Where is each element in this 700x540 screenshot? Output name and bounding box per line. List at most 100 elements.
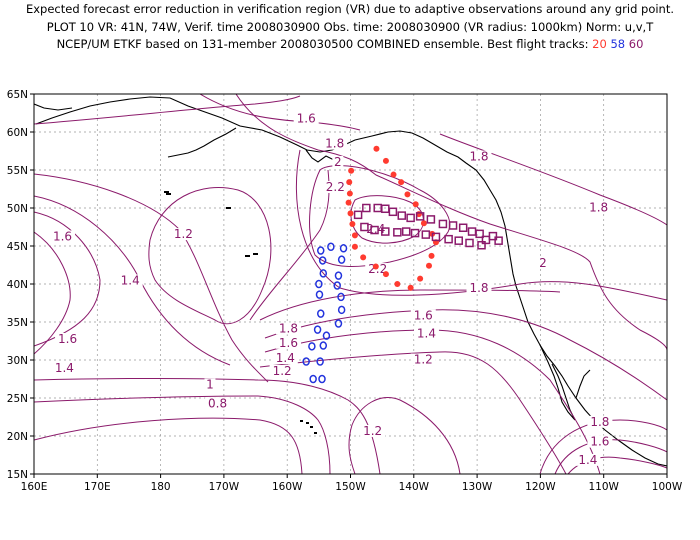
- track-a-point: [382, 271, 389, 278]
- island: [164, 191, 169, 193]
- contour-0-8: [34, 395, 331, 474]
- contour-label-bg: [322, 181, 348, 193]
- contour-label-bg: [170, 228, 196, 241]
- map-title-line-1: Expected forecast error reduction in ver…: [25, 2, 675, 16]
- contour-label: 1.8: [590, 415, 609, 429]
- hawaii-island: [314, 432, 317, 434]
- track-b-point: [319, 341, 328, 350]
- contour-label-bg: [275, 322, 301, 335]
- contour-label: 1.8: [279, 321, 298, 335]
- track-c-point: [421, 230, 431, 239]
- contour-label-bg: [51, 361, 77, 374]
- contour-label-bg: [117, 274, 143, 287]
- track-b-point: [334, 319, 343, 328]
- track-b-point: [313, 325, 322, 334]
- track-c-point: [410, 228, 420, 238]
- track-b-label: 58: [610, 37, 626, 51]
- track-c-point: [494, 236, 503, 245]
- hawaii-island: [300, 420, 303, 422]
- contour-label-bg: [332, 155, 344, 168]
- island: [253, 253, 258, 255]
- track-c-point: [353, 210, 363, 220]
- track-c-point: [393, 228, 402, 237]
- track-c-point: [370, 225, 379, 235]
- island: [166, 193, 171, 195]
- island: [245, 255, 250, 257]
- y-tick-label: 45N: [7, 241, 28, 253]
- contour-label: 1.4: [55, 361, 74, 375]
- contour-label: 1.8: [469, 150, 488, 164]
- track-a-point: [428, 252, 435, 259]
- track-c-point: [388, 207, 398, 217]
- track-b-point: [309, 374, 317, 384]
- contour-label-bg: [586, 201, 612, 214]
- track-b-point: [337, 305, 346, 315]
- track-a-point: [412, 201, 419, 208]
- contour-label-bg: [466, 282, 492, 295]
- contour-label: 1.6: [590, 435, 609, 449]
- track-c-point: [406, 213, 415, 223]
- y-tick-label: 20N: [7, 431, 28, 443]
- track-c-point: [362, 203, 371, 213]
- track-b-point: [334, 271, 343, 280]
- track-c-point: [458, 223, 468, 233]
- contour-1-2-southeast: [348, 397, 461, 474]
- y-tick-label: 55N: [7, 165, 28, 177]
- track-c-point: [438, 219, 448, 229]
- baja-coast: [539, 344, 576, 421]
- map-title-line-3-text: NCEP/UM ETKF based on 131-member 2008030…: [56, 37, 593, 51]
- y-tick-label: 15N: [7, 469, 28, 481]
- contour-label: 1.4: [276, 351, 295, 365]
- x-tick-label: 150W: [335, 481, 366, 493]
- contour-label: 1.8: [469, 281, 488, 295]
- track-c-point: [454, 236, 463, 245]
- track-c-point: [448, 221, 458, 230]
- track-b-point: [318, 256, 327, 265]
- x-tick-label: 170E: [84, 481, 111, 493]
- track-c-point: [477, 240, 486, 250]
- contour-lines: [34, 94, 667, 474]
- track-a-point: [351, 232, 358, 239]
- track-c-label: 60: [628, 37, 644, 51]
- islands: [164, 191, 317, 434]
- track-b-point: [315, 290, 324, 299]
- contour-label: 1.6: [297, 112, 316, 126]
- contour-label: 2.2: [326, 180, 345, 194]
- track-a-point: [398, 179, 405, 186]
- contour-label-bg: [49, 230, 75, 243]
- track-a-label: 20: [592, 37, 607, 51]
- y-tick-label: 40N: [7, 279, 28, 291]
- island: [226, 207, 231, 209]
- track-c-point: [467, 227, 477, 236]
- track-a-point: [404, 191, 411, 198]
- y-tick-label: 65N: [7, 89, 28, 101]
- x-tick-label: 130W: [462, 481, 493, 493]
- track-a-point: [360, 254, 367, 261]
- track-b-point: [337, 255, 346, 264]
- track-a-point: [372, 263, 379, 270]
- contour-label-bg: [269, 364, 295, 377]
- contour-1-8-east: [439, 133, 667, 226]
- track-a-point: [373, 145, 380, 152]
- track-c-point: [475, 229, 484, 239]
- contour-label: 1.4: [417, 327, 436, 341]
- contour-label: 1.6: [414, 308, 433, 322]
- flight-track-markers: [302, 145, 503, 384]
- x-tick-label: 100W: [652, 481, 683, 493]
- contour-label: 1.2: [363, 424, 382, 438]
- track-a-point: [382, 157, 389, 164]
- contour-label: 0.8: [208, 397, 227, 411]
- track-c-point: [465, 238, 474, 248]
- track-a-point: [348, 167, 355, 174]
- y-tick-label: 50N: [7, 203, 28, 215]
- track-c-point: [381, 204, 390, 214]
- track-b-point: [316, 246, 325, 255]
- track-a-point: [349, 220, 356, 227]
- x-tick-label: 110W: [588, 481, 619, 493]
- contour-label: 1.8: [589, 201, 608, 215]
- track-b-point: [316, 309, 325, 318]
- track-b-point: [315, 279, 323, 289]
- track-b-point: [322, 331, 331, 340]
- contour-1-6-west: [34, 211, 101, 347]
